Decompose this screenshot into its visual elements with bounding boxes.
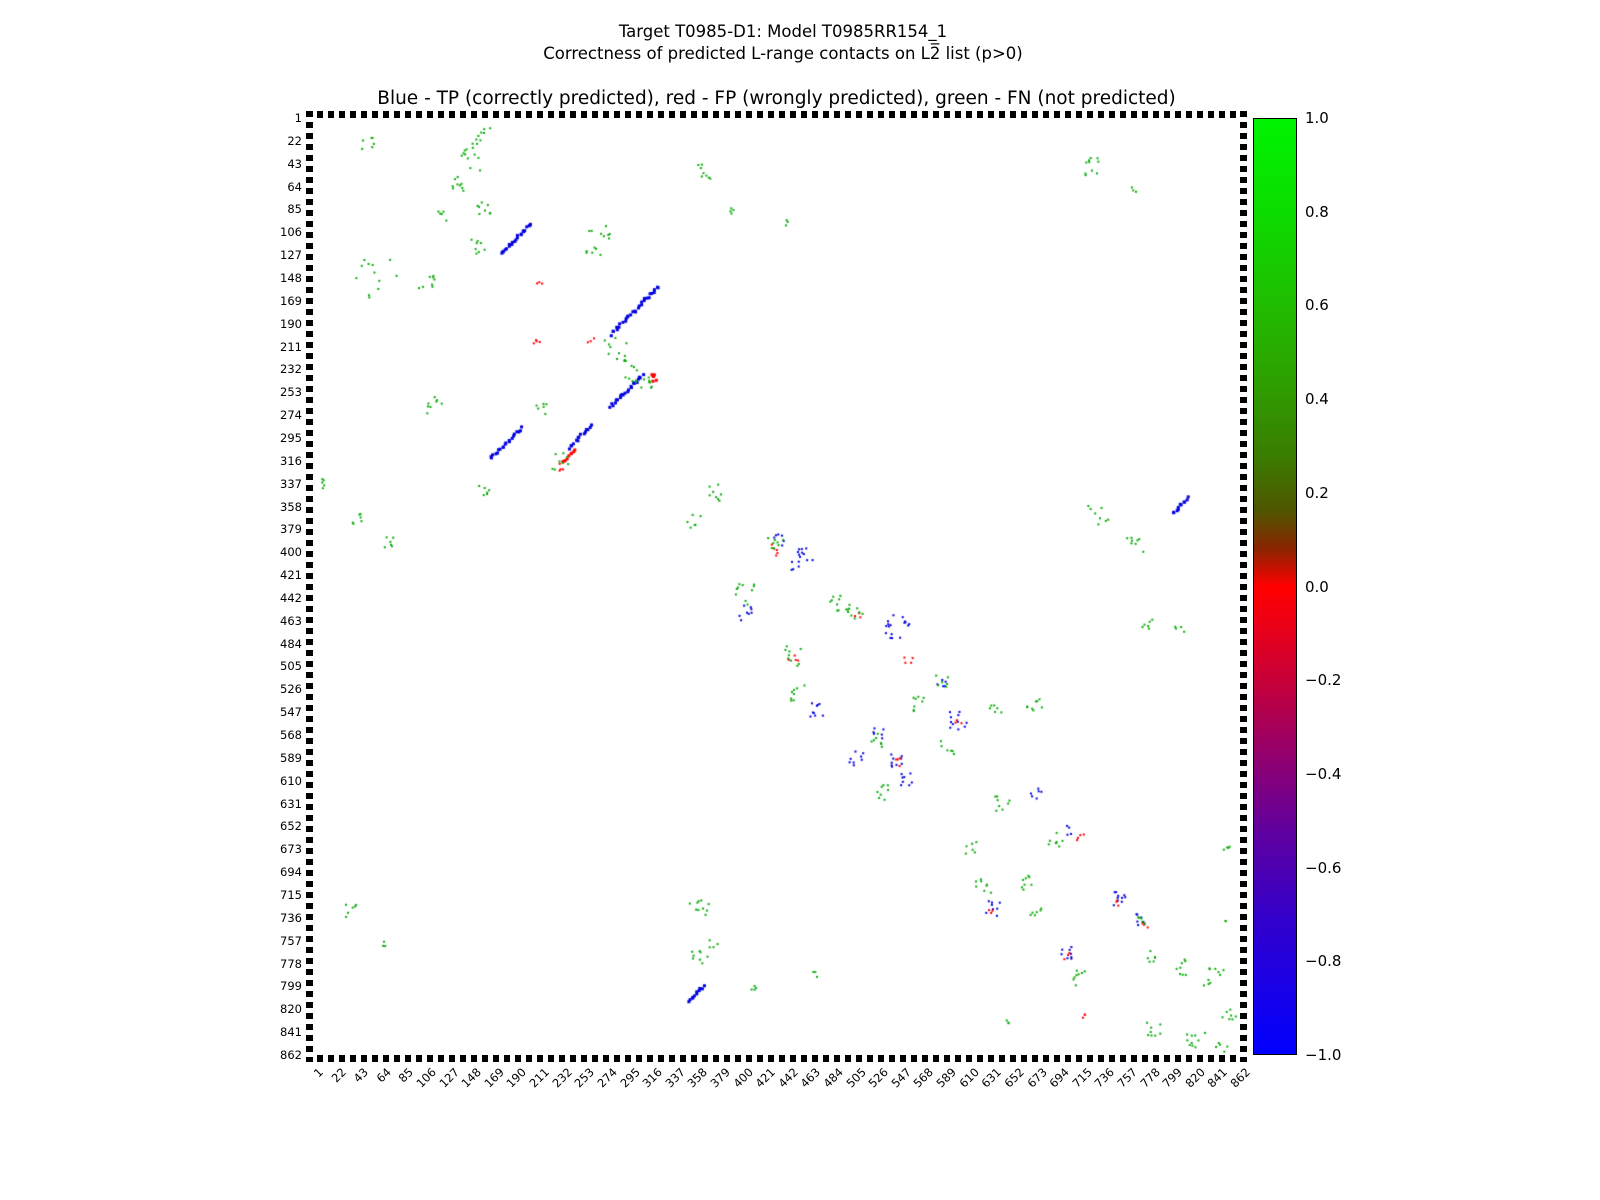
colorbar-tick-label: 0.0 xyxy=(1305,577,1329,596)
y-tick-label: 673 xyxy=(280,842,302,857)
axes-title: Blue - TP (correctly predicted), red - F… xyxy=(377,88,1176,109)
y-tick-label: 757 xyxy=(280,933,302,948)
y-tick-label: 484 xyxy=(280,636,302,651)
y-tick-label: 820 xyxy=(280,1002,302,1017)
y-tick-label: 253 xyxy=(280,385,302,400)
y-tick-label: 547 xyxy=(280,705,302,720)
y-tick-label: 421 xyxy=(280,568,302,583)
colorbar-tick-label: 0.6 xyxy=(1305,296,1329,315)
y-tick-label: 295 xyxy=(280,430,302,445)
y-tick-label: 22 xyxy=(287,133,302,148)
y-tick-label: 442 xyxy=(280,590,302,605)
y-tick-label: 631 xyxy=(280,796,302,811)
y-tick-label: 463 xyxy=(280,613,302,628)
y-tick-label: 589 xyxy=(280,750,302,765)
y-tick-label: 316 xyxy=(280,453,302,468)
y-tick-label: 274 xyxy=(280,408,302,423)
y-tick-label: 862 xyxy=(280,1048,302,1062)
y-tick-label: 190 xyxy=(280,316,302,331)
y-tick-label: 379 xyxy=(280,522,302,537)
y-tick-label: 715 xyxy=(280,888,302,903)
plot-border-right xyxy=(1240,111,1247,1062)
y-tick-label: 841 xyxy=(280,1025,302,1040)
colorbar-tick-label: 0.2 xyxy=(1305,483,1329,502)
y-tick-label: 358 xyxy=(280,499,302,514)
y-tick-label: 652 xyxy=(280,819,302,834)
y-tick-label: 148 xyxy=(280,270,302,285)
plot-border-top xyxy=(306,111,1247,118)
colorbar-tick-label: 0.8 xyxy=(1305,202,1329,221)
figure-title: Target T0985-D1: Model T0985RR154_1 xyxy=(618,22,948,41)
y-tick-label: 106 xyxy=(280,225,302,240)
plot-border-bottom xyxy=(306,1055,1247,1062)
figure-subtitle: Correctness of predicted L-range contact… xyxy=(543,44,1023,63)
y-tick-label: 526 xyxy=(280,682,302,697)
colorbar-tick-label: −0.4 xyxy=(1305,764,1342,783)
y-tick-label: 211 xyxy=(280,339,302,354)
y-tick-label: 169 xyxy=(280,293,302,308)
colorbar-tick-label: 1.0 xyxy=(1305,109,1329,127)
plot-border-left xyxy=(306,111,313,1062)
y-tick-label: 778 xyxy=(280,956,302,971)
y-tick-label: 694 xyxy=(280,865,302,880)
y-tick-label: 568 xyxy=(280,728,302,743)
colorbar-tick-label: −0.6 xyxy=(1305,858,1342,877)
y-tick-label: 1 xyxy=(294,111,302,125)
colorbar xyxy=(1253,118,1297,1055)
contact-map-canvas xyxy=(313,118,1240,1055)
colorbar-tick-label: −0.2 xyxy=(1305,671,1342,690)
y-tick-label: 799 xyxy=(280,979,302,994)
y-tick-label: 232 xyxy=(280,362,302,377)
y-tick-label: 400 xyxy=(280,545,302,560)
y-tick-label: 610 xyxy=(280,773,302,788)
y-tick-label: 505 xyxy=(280,659,302,674)
y-tick-label: 64 xyxy=(287,179,302,194)
y-tick-label: 337 xyxy=(280,476,302,491)
y-tick-label: 127 xyxy=(280,248,302,263)
y-tick-label: 85 xyxy=(287,202,302,217)
y-tick-label: 43 xyxy=(287,156,302,171)
colorbar-tick-label: 0.4 xyxy=(1305,390,1329,409)
colorbar-tick-label: −0.8 xyxy=(1305,952,1342,971)
y-tick-label: 736 xyxy=(280,910,302,925)
colorbar-tick-label: −1.0 xyxy=(1305,1046,1342,1064)
